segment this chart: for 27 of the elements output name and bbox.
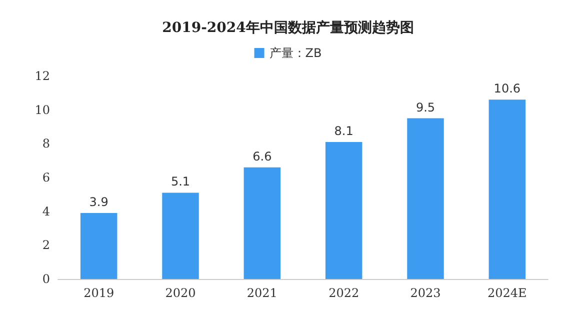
x-tick-label: 2023 xyxy=(410,286,441,300)
data-label: 3.9 xyxy=(89,195,108,210)
chart-title: 2019-2024年中国数据产量预测趋势图 xyxy=(162,19,414,36)
data-label: 9.5 xyxy=(416,100,436,114)
data-label: 6.6 xyxy=(252,149,272,164)
x-tick-label: 2024E xyxy=(488,286,527,300)
y-tick-label: 12 xyxy=(34,69,50,83)
y-tick-label: 8 xyxy=(42,136,50,151)
y-tick-label: 2 xyxy=(42,238,50,252)
bar xyxy=(407,118,444,279)
y-tick-label: 4 xyxy=(42,204,50,218)
bar xyxy=(80,213,118,279)
bar xyxy=(325,142,362,279)
x-tick-label: 2020 xyxy=(165,286,196,300)
data-label: 10.6 xyxy=(494,82,521,96)
x-tick-label: 2022 xyxy=(328,286,360,300)
data-label: 8.1 xyxy=(334,124,354,138)
x-tick-label: 2019 xyxy=(84,286,114,300)
data-label: 5.1 xyxy=(170,174,190,189)
y-tick-label: 10 xyxy=(34,102,50,117)
bar xyxy=(244,167,281,279)
legend-label: 产量：ZB xyxy=(269,46,322,60)
bar xyxy=(488,100,526,279)
bar xyxy=(162,192,199,279)
y-tick-label: 6 xyxy=(42,170,50,184)
x-tick-label: 2021 xyxy=(246,286,278,300)
y-tick-label: 0 xyxy=(42,272,50,286)
